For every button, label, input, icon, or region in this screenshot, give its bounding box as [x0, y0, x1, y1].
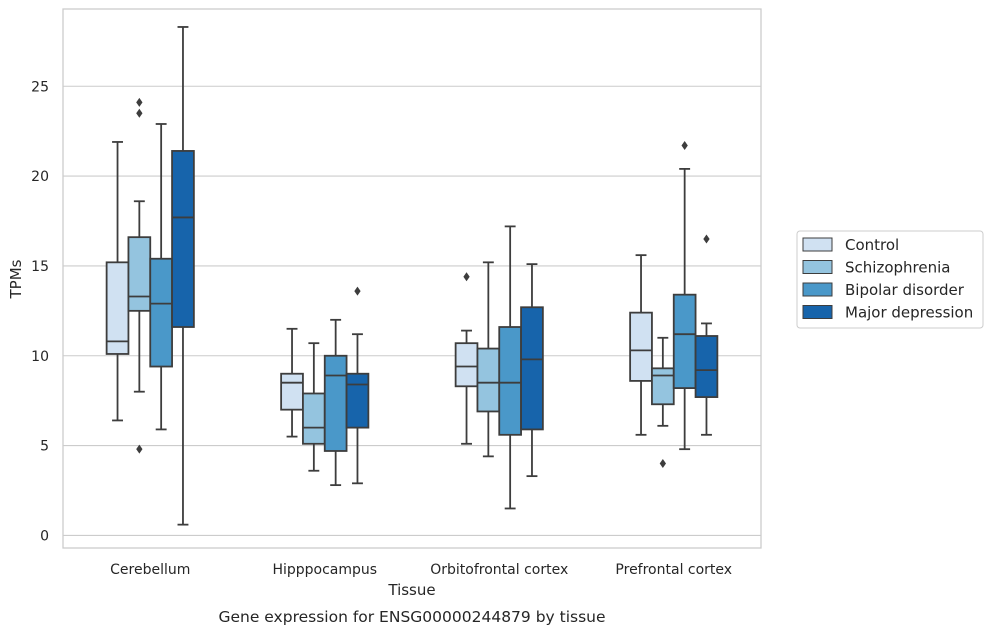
box-3-1	[651, 336, 675, 469]
legend: Control Schizophrenia Bipolar disorder Majo…	[796, 230, 984, 329]
box-body	[651, 367, 675, 406]
box-0-0	[105, 141, 130, 422]
box-0-1	[127, 97, 152, 454]
plot-area	[62, 8, 762, 549]
box-1-3	[345, 286, 370, 485]
outlier-point	[354, 286, 361, 296]
box-2-2	[498, 225, 522, 510]
legend-swatch-2	[802, 282, 833, 297]
outlier-point	[136, 444, 143, 454]
box-0-2	[149, 123, 173, 431]
box-body	[520, 306, 544, 431]
outlier-point	[136, 108, 143, 118]
box-2-0	[454, 272, 479, 445]
y-tick-label-25: 25	[31, 79, 49, 95]
box-3-0	[629, 254, 653, 436]
x-tick-label-0: Cerebellum	[110, 562, 190, 578]
outlier-point	[659, 459, 666, 469]
y-tick-label-20: 20	[31, 169, 49, 185]
y-tick-label-0: 0	[40, 528, 49, 544]
box-body	[672, 293, 697, 389]
box-body	[105, 261, 130, 355]
box-body	[171, 150, 195, 328]
x-axis-ticks: Cerebellum Hipppocampus Orbitofrontal cort…	[110, 562, 732, 578]
legend-label-1: Schizophrenia	[845, 259, 950, 277]
outlier-point	[463, 272, 470, 282]
outlier-point	[703, 234, 710, 244]
y-tick-label-10: 10	[31, 349, 49, 365]
legend-frame	[796, 230, 984, 329]
legend-label-2: Bipolar disorder	[845, 281, 965, 299]
y-tick-label-5: 5	[40, 439, 49, 455]
box-body	[454, 342, 479, 388]
box-body	[127, 236, 152, 312]
box-body	[149, 257, 173, 368]
legend-swatch-3	[802, 305, 833, 319]
legend-swatch-0	[802, 237, 833, 252]
box-0-3	[171, 26, 195, 526]
x-axis-label: Tissue	[387, 581, 435, 599]
box-body	[694, 335, 719, 398]
box-body	[280, 372, 304, 411]
outlier-point	[681, 141, 688, 151]
y-axis-ticks: 0 5 10 15 20 25	[31, 79, 49, 544]
outlier-point	[136, 97, 143, 107]
box-2-1	[476, 261, 501, 458]
box-body	[345, 372, 370, 429]
y-tick-label-15: 15	[31, 259, 49, 275]
x-tick-label-1: Hipppocampus	[272, 562, 377, 578]
box-2-3	[520, 263, 544, 478]
box-1-2	[323, 318, 348, 487]
box-body	[302, 392, 326, 445]
x-tick-label-2: Orbitofrontal cortex	[430, 562, 568, 578]
chart-caption: Gene expression for ENSG00000244879 by t…	[218, 608, 605, 626]
x-tick-label-3: Prefrontal cortex	[615, 562, 732, 578]
box-body	[476, 347, 501, 413]
y-axis-label: TPMs	[7, 259, 25, 299]
box-plots	[105, 26, 719, 526]
legend-label-3: Major depression	[845, 304, 973, 322]
box-3-3	[694, 234, 719, 436]
box-1-1	[302, 342, 326, 472]
legend-label-0: Control	[845, 236, 899, 254]
legend-swatch-1	[802, 260, 833, 274]
box-1-0	[280, 327, 304, 438]
box-body	[498, 326, 522, 436]
box-body	[629, 311, 653, 382]
box-3-2	[672, 141, 697, 451]
box-body	[323, 354, 348, 452]
